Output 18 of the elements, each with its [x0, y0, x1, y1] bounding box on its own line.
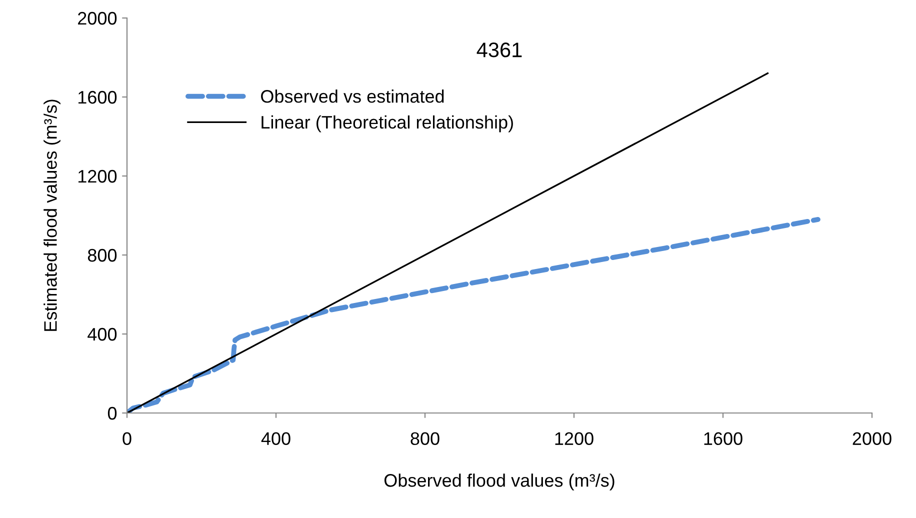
y-tick-label: 800	[88, 248, 117, 262]
x-tick-label: 400	[261, 432, 290, 446]
x-tick-label: 1600	[704, 432, 742, 446]
x-tick-label: 800	[410, 432, 440, 446]
y-tick-label: 1200	[78, 170, 117, 183]
x-tick-label: 0	[122, 432, 132, 446]
y-tick-label: 1600	[78, 90, 117, 104]
line-series	[127, 217, 820, 413]
text: 4361	[476, 42, 522, 58]
y-axis-title: Estimated flood values (m³/s)	[44, 100, 60, 331]
legend-label: Observed vs estimated	[261, 90, 444, 103]
x-tick-label: 1200	[555, 432, 594, 446]
x-tick-label: 2000	[852, 432, 892, 446]
y-tick-label: 2000	[78, 12, 117, 25]
legend-label: Linear (Theoretical relationship)	[262, 115, 513, 132]
y-tick-label: 400	[88, 328, 117, 341]
y-tick-label: 0	[108, 406, 117, 420]
x-axis-title: Observed flood values (m³/s)	[384, 474, 614, 490]
